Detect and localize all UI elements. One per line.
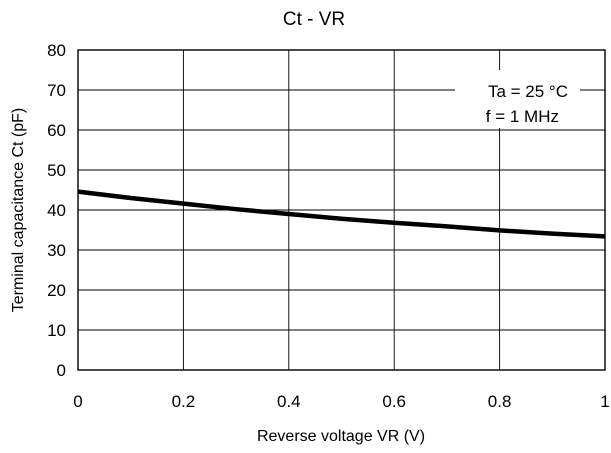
x-axis-label: Reverse voltage VR (V) <box>257 428 425 445</box>
y-axis-label: Terminal capacitance Ct (pF) <box>10 108 27 313</box>
capacitance-curve <box>77 189 606 239</box>
annotation-frequency: f = 1 MHz <box>486 107 559 126</box>
y-tick-label: 20 <box>47 281 66 300</box>
y-tick-label: 80 <box>47 41 66 60</box>
x-tick-label: 0.6 <box>382 392 406 411</box>
y-tick-label: 60 <box>47 121 66 140</box>
x-tick-label: 0.2 <box>172 392 196 411</box>
plot-frame <box>77 49 606 371</box>
x-tick-label: 1 <box>600 392 609 411</box>
x-axis-ticks: 0 0.2 0.4 0.6 0.8 1 <box>73 392 609 411</box>
chart-title: Ct - VR <box>283 9 345 30</box>
y-tick-label: 0 <box>57 361 66 380</box>
y-axis-ticks: 0 10 20 30 40 50 60 70 80 <box>47 41 66 380</box>
y-tick-label: 70 <box>47 81 66 100</box>
y-tick-label: 40 <box>47 201 66 220</box>
x-tick-label: 0 <box>73 392 82 411</box>
annotation-temperature: Ta = 25 °C <box>488 82 568 101</box>
y-tick-label: 10 <box>47 321 66 340</box>
annotation-background <box>455 70 580 128</box>
grid-lines <box>77 49 606 371</box>
x-tick-label: 0.4 <box>277 392 301 411</box>
series-group <box>77 189 606 239</box>
y-tick-label: 50 <box>47 161 66 180</box>
y-tick-label: 30 <box>47 241 66 260</box>
x-tick-label: 0.8 <box>488 392 512 411</box>
